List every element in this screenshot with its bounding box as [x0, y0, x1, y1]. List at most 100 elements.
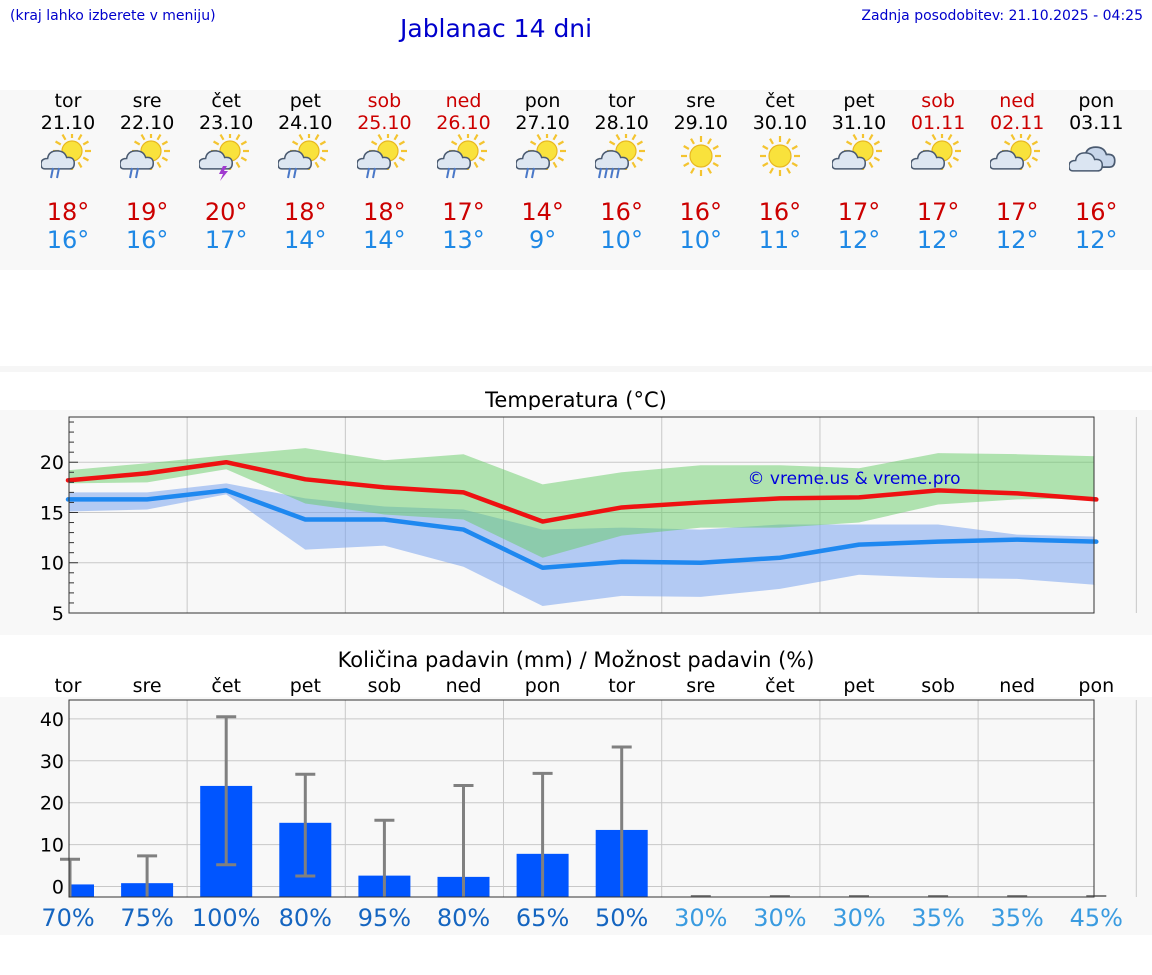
y-tick-label: 10	[40, 835, 64, 857]
min-temp: 12°	[837, 226, 881, 254]
max-temp: 18°	[284, 198, 327, 226]
sun-cloud-rain-icon	[514, 132, 570, 180]
day-name: pet	[843, 90, 875, 112]
min-temp: 16°	[125, 226, 169, 254]
max-temp: 16°	[600, 198, 643, 226]
precip-probability: 100%	[191, 904, 261, 932]
precip-probability: 35%	[911, 904, 965, 932]
day-name: ned	[999, 90, 1036, 112]
precip-probability: 30%	[832, 904, 886, 932]
day-date: 30.10	[752, 112, 808, 134]
precip-probability: 30%	[674, 904, 728, 932]
day-name: pon	[1078, 90, 1115, 112]
precip-probability: 95%	[357, 904, 412, 932]
max-temp-range-band	[68, 448, 1097, 558]
day-date: 26.10	[436, 112, 491, 134]
cloud-icon	[1068, 134, 1123, 180]
min-temp: 11°	[758, 226, 802, 254]
precip-probability: 70%	[41, 904, 95, 932]
max-temp: 16°	[1075, 198, 1118, 226]
sun-cloud-rain-icon	[277, 132, 332, 180]
precip-probability: 35%	[990, 904, 1044, 932]
day-date: 28.10	[594, 112, 649, 134]
day-name: sre	[132, 90, 162, 112]
sun-cloud-icon	[831, 132, 886, 180]
min-temp: 12°	[1075, 226, 1118, 254]
watermark: © vreme.us & vreme.pro	[747, 469, 960, 489]
last-update: Zadnja posodobitev: 21.10.2025 - 04:25	[861, 8, 1143, 24]
day-name: pon	[524, 90, 561, 112]
min-temp: 16°	[46, 226, 90, 254]
precip-probability: 65%	[515, 904, 570, 932]
y-tick-label: 0	[52, 877, 64, 899]
min-temp: 9°	[528, 226, 557, 254]
max-temp: 17°	[837, 198, 881, 226]
day-name: tor	[608, 90, 636, 112]
day-name: sob	[367, 90, 402, 112]
precip-probability: 80%	[278, 904, 332, 932]
sun-cloud-rain-icon	[40, 132, 95, 180]
day-date: 27.10	[515, 112, 570, 134]
plot-frame	[68, 699, 1095, 898]
min-temp: 17°	[204, 226, 248, 254]
x-tick-label: sob	[921, 675, 955, 697]
day-date: 25.10	[357, 112, 412, 134]
precipitation-chart: 0 10 20 30 40	[40, 699, 1137, 899]
y-tick-label: 10	[40, 553, 64, 575]
day-name: čet	[211, 90, 241, 112]
sun-cloud-icon	[910, 132, 965, 180]
divider	[0, 366, 1152, 372]
min-temp-line	[65, 488, 1099, 571]
day-name: tor	[54, 90, 82, 112]
forecast-strip: tor 21.10 18° 16° sre 22.10 19° 16° čet 23.10 2…	[0, 90, 1152, 270]
x-tick-label: pet	[289, 675, 321, 697]
day-date: 21.10	[40, 112, 96, 134]
plot-frame	[68, 416, 1095, 614]
temp-chart-title: Temperatura (°C)	[485, 388, 667, 412]
day-date: 02.11	[989, 112, 1045, 134]
min-temp: 13°	[442, 226, 485, 254]
precip-chart-title: Količina padavin (mm) / Možnost padavin …	[337, 648, 815, 672]
min-temp: 12°	[995, 226, 1039, 254]
page-title: Jablanac 14 dni	[400, 14, 593, 43]
sun-icon	[674, 134, 728, 180]
day-date: 01.11	[910, 112, 966, 134]
max-temp: 20°	[204, 198, 248, 226]
day-date: 31.10	[831, 112, 887, 134]
day-name: čet	[765, 90, 795, 112]
day-date: 22.10	[119, 112, 175, 134]
min-temp: 14°	[363, 226, 406, 254]
day-date: 03.11	[1069, 112, 1124, 134]
sun-cloud-heavy-rain-icon	[593, 132, 649, 180]
sun-cloud-rain-icon	[356, 132, 411, 180]
max-temp: 17°	[995, 198, 1039, 226]
min-temp: 10°	[679, 226, 723, 254]
sun-icon	[753, 134, 807, 180]
day-name: pet	[289, 90, 321, 112]
y-tick-label: 20	[40, 793, 64, 815]
max-temp: 17°	[916, 198, 960, 226]
x-tick-label: čet	[211, 675, 241, 697]
day-name: sre	[686, 90, 716, 112]
max-temp: 16°	[679, 198, 723, 226]
y-tick-label: 30	[40, 751, 64, 773]
menu-hint: (kraj lahko izberete v meniju)	[10, 8, 216, 24]
y-tick-label: 5	[52, 603, 64, 625]
min-temp: 10°	[600, 226, 643, 254]
x-tick-label: pet	[843, 675, 875, 697]
sun-cloud-rain-icon	[435, 132, 491, 180]
max-temp: 18°	[46, 198, 90, 226]
y-tick-label: 15	[40, 502, 64, 524]
precip-probability: 80%	[436, 904, 491, 932]
x-tick-label: sob	[367, 675, 402, 697]
x-tick-label: sre	[132, 675, 162, 697]
max-temp: 14°	[521, 198, 564, 226]
y-tick-label: 40	[40, 709, 64, 731]
max-temp: 19°	[125, 198, 169, 226]
y-tick-label: 20	[40, 452, 64, 474]
x-tick-label: pon	[1078, 675, 1115, 697]
max-temp: 18°	[363, 198, 406, 226]
day-date: 23.10	[198, 112, 254, 134]
max-temp-line	[65, 459, 1099, 524]
x-tick-label: ned	[999, 675, 1036, 697]
